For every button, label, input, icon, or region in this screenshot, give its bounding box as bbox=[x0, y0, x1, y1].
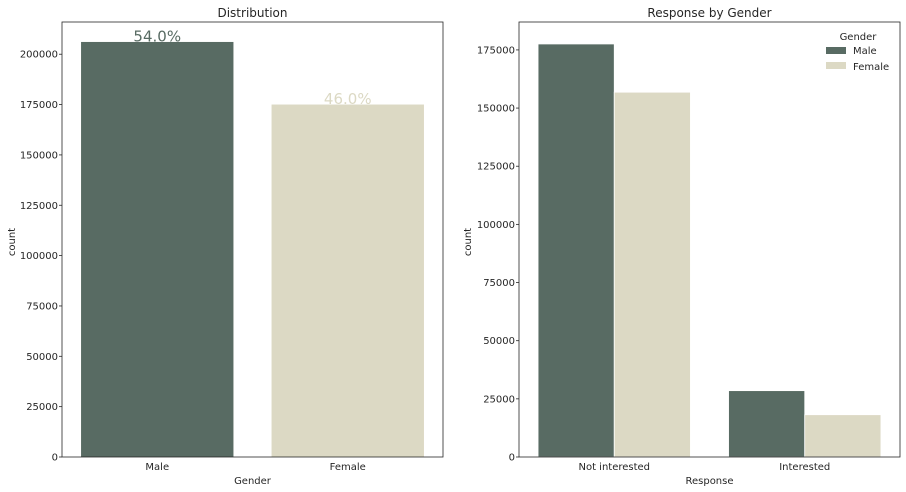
y-tick-label: 100000 bbox=[477, 220, 515, 231]
y-tick-label: 150000 bbox=[20, 150, 58, 161]
y-tick-label: 25000 bbox=[483, 394, 515, 405]
y-tick-label: 200000 bbox=[20, 50, 58, 61]
chart-title: Distribution bbox=[217, 6, 287, 20]
y-tick-labels: 0 25000 50000 75000 100000 125000 150000 175000 bbox=[477, 45, 519, 464]
x-tick-label: Interested bbox=[779, 462, 830, 473]
legend: Gender Male Female bbox=[826, 32, 889, 73]
x-tick-labels: Male Female bbox=[145, 462, 365, 473]
y-tick-label: 75000 bbox=[483, 278, 515, 289]
bars bbox=[537, 43, 882, 458]
x-tick-label: Not interested bbox=[578, 462, 650, 473]
x-tick-label: Female bbox=[330, 462, 366, 473]
bar-male bbox=[728, 390, 806, 458]
y-tick-label: 75000 bbox=[26, 301, 58, 312]
bar-female bbox=[271, 104, 424, 457]
y-axis-label: count bbox=[7, 228, 18, 256]
chart-response-by-gender: Response by Gender Response count 0 25000… bbox=[463, 6, 901, 487]
bar-female bbox=[804, 414, 882, 458]
y-tick-label: 50000 bbox=[26, 352, 58, 363]
y-tick-label: 0 bbox=[509, 453, 515, 464]
y-tick-label: 25000 bbox=[26, 402, 58, 413]
x-axis-label: Gender bbox=[234, 476, 272, 487]
legend-label-male: Male bbox=[853, 46, 877, 57]
y-tick-label: 100000 bbox=[20, 251, 58, 262]
x-axis-label: Response bbox=[685, 476, 733, 487]
x-tick-labels: Not interested Interested bbox=[578, 462, 830, 473]
bars bbox=[81, 41, 424, 457]
chart-distribution: Distribution Gender count 0 25000 50000 750… bbox=[7, 6, 444, 487]
legend-swatch-female bbox=[826, 62, 846, 69]
y-tick-labels: 0 25000 50000 75000 100000 125000 150000 175000… bbox=[20, 50, 62, 464]
y-tick-label: 175000 bbox=[477, 45, 515, 56]
legend-label-female: Female bbox=[853, 62, 889, 73]
plot-frame bbox=[61, 21, 444, 458]
y-tick-label: 50000 bbox=[483, 336, 515, 347]
y-tick-label: 175000 bbox=[20, 100, 58, 111]
percent-label: 46.0% bbox=[324, 90, 372, 108]
plot-frame bbox=[518, 21, 901, 458]
chart-title: Response by Gender bbox=[647, 6, 771, 20]
percent-labels: 54.0% 46.0% bbox=[133, 27, 371, 108]
y-axis-label: count bbox=[463, 228, 474, 256]
legend-title: Gender bbox=[840, 32, 878, 43]
bar-female bbox=[613, 91, 691, 458]
y-tick-label: 125000 bbox=[20, 201, 58, 212]
y-tick-label: 0 bbox=[52, 453, 58, 464]
bar-male bbox=[81, 41, 234, 457]
x-tick-label: Male bbox=[145, 462, 169, 473]
y-tick-label: 125000 bbox=[477, 162, 515, 173]
y-tick-label: 150000 bbox=[477, 104, 515, 115]
legend-swatch-male bbox=[826, 47, 846, 54]
bar-male bbox=[537, 43, 615, 458]
percent-label: 54.0% bbox=[133, 27, 181, 45]
